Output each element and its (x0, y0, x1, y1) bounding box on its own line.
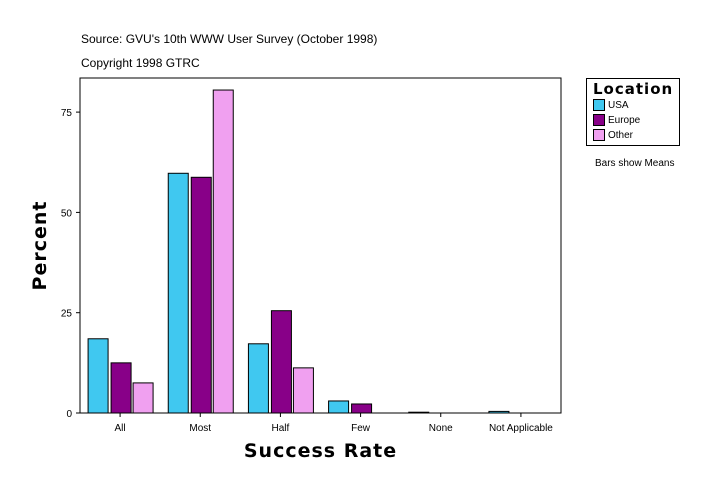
legend-label: USA (608, 99, 629, 111)
bar-other (212, 89, 234, 414)
plot-area (79, 77, 562, 414)
bar-europe (351, 403, 373, 414)
x-tick-label: Most (189, 423, 211, 434)
legend-label: Other (608, 129, 634, 141)
legend-swatch (593, 99, 605, 111)
bar-usa (488, 410, 510, 414)
y-axis-title: Percent (29, 201, 51, 291)
legend-item-other: Other (593, 129, 633, 141)
bar-other (132, 382, 154, 414)
bar-usa (408, 411, 430, 414)
bar-usa (167, 172, 189, 414)
bar-other (292, 367, 314, 414)
legend-item-europe: Europe (593, 114, 640, 126)
x-tick-label: None (429, 423, 453, 434)
bar-europe (110, 362, 132, 414)
legend-swatch (593, 129, 605, 141)
bars-note: Bars show Means (595, 158, 675, 169)
x-tick-label: Few (351, 423, 371, 434)
y-tick-label: 0 (66, 409, 72, 420)
legend-item-usa: USA (593, 99, 629, 111)
legend: Location USA Europe Other (586, 78, 680, 146)
legend-swatch (593, 114, 605, 126)
bar-usa (328, 400, 350, 414)
y-tick-label: 50 (61, 208, 73, 219)
bar-usa (87, 338, 109, 414)
y-tick-label: 75 (61, 108, 73, 119)
y-tick-label: 25 (61, 309, 73, 320)
bar-europe (270, 310, 292, 414)
x-tick-label: Not Applicable (489, 423, 553, 434)
source-text: Source: GVU's 10th WWW User Survey (Octo… (81, 32, 378, 46)
bar-usa (247, 343, 269, 414)
x-tick-label: Half (272, 423, 290, 434)
x-axis-title: Success Rate (244, 440, 397, 462)
bar-europe (190, 176, 212, 414)
legend-title: Location (593, 80, 674, 98)
copyright-text: Copyright 1998 GTRC (81, 56, 200, 70)
legend-label: Europe (608, 114, 641, 126)
x-tick-label: All (115, 423, 126, 434)
